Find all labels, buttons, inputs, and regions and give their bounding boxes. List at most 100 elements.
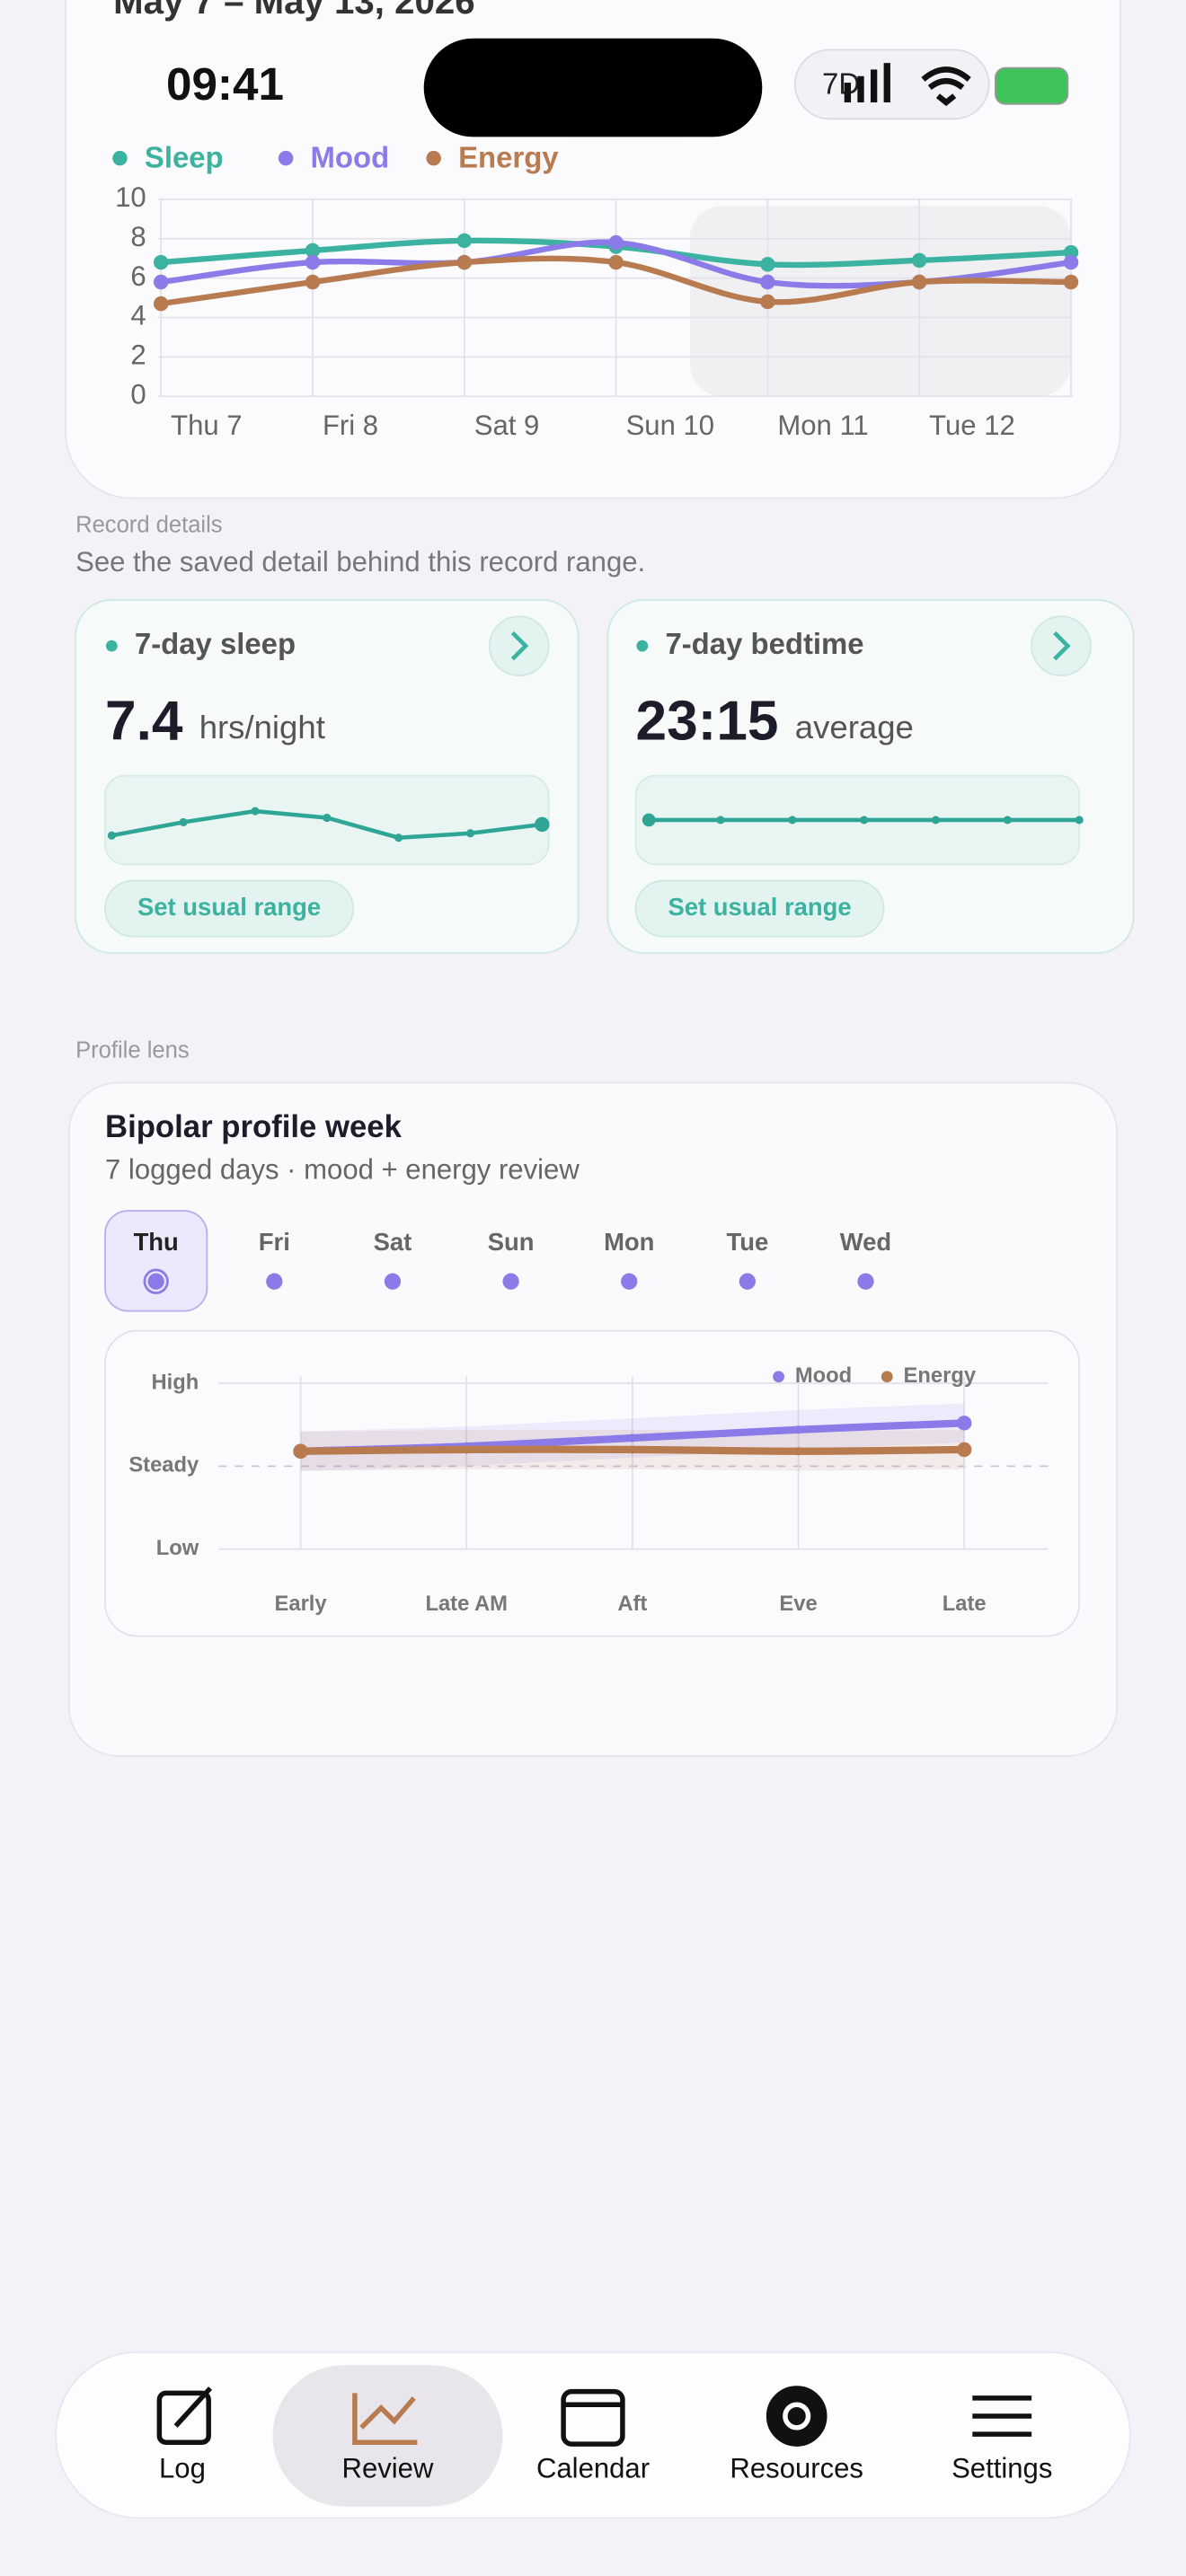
day-dot [502, 1273, 519, 1290]
day-dot [857, 1273, 874, 1290]
tab-label[interactable]: Resources [730, 2453, 863, 2484]
x-tick-label: Sat 9 [474, 410, 540, 441]
section-label: Profile lens [75, 1037, 190, 1063]
flat-dot [931, 816, 941, 825]
tab-label[interactable]: Calendar [536, 2453, 650, 2484]
spark-point [465, 829, 475, 838]
section-subtitle: See the saved detail behind this record … [75, 546, 645, 578]
section-label: Record details [75, 512, 223, 537]
point [305, 274, 321, 290]
x-tick-label: Early [275, 1592, 328, 1616]
tab-bar [55, 2351, 1131, 2519]
tab-active[interactable] [272, 2365, 503, 2507]
card-title: 7-day bedtime [665, 627, 863, 660]
status-badge: 7D [822, 66, 860, 100]
point [153, 254, 169, 270]
y-tick-label: 6 [130, 260, 146, 292]
legend-dot [773, 1371, 784, 1383]
y-tick-label: 2 [130, 340, 146, 371]
spark-point [323, 813, 332, 823]
range-title: May 7 – May 13, 2026 [113, 0, 474, 22]
point [608, 254, 624, 270]
range-button-label: Set usual range [137, 893, 321, 921]
point [911, 252, 927, 269]
chevron-icon [1053, 631, 1071, 661]
tab-label[interactable]: Log [159, 2453, 206, 2484]
day-ring [143, 1268, 169, 1294]
day-label[interactable]: Sat [374, 1228, 412, 1256]
signal-icon [844, 63, 890, 102]
point [628, 1445, 637, 1454]
point [760, 257, 775, 272]
day-label[interactable]: Tue [727, 1228, 769, 1256]
flat-dot [642, 813, 656, 827]
day-label[interactable]: Sun [488, 1228, 535, 1256]
card-chevron[interactable] [488, 615, 550, 676]
day-dot [621, 1273, 638, 1290]
legend-label: Sleep [145, 141, 224, 174]
legend-label: Mood [795, 1363, 852, 1388]
profile-subtitle: 7 logged days · mood + energy review [105, 1153, 580, 1185]
range-button[interactable] [634, 879, 885, 938]
x-tick-label: Tue 12 [929, 410, 1015, 441]
wifi-icon [921, 66, 971, 107]
card-unit: hrs/night [199, 709, 325, 745]
flat-dot [788, 816, 797, 825]
tab-label[interactable]: Settings [951, 2453, 1052, 2484]
card-title: 7-day sleep [135, 627, 296, 660]
flat-dot [1003, 816, 1012, 825]
x-tick-label: Aft [617, 1592, 647, 1616]
tab-label[interactable]: Review [342, 2453, 434, 2484]
x-tick-label: Late [943, 1592, 987, 1616]
x-tick-label: Thu 7 [171, 410, 242, 441]
legend-dot [112, 150, 128, 166]
point [153, 274, 169, 290]
flat-dot [860, 816, 869, 825]
card-dot [105, 640, 118, 652]
spark-point [251, 807, 260, 816]
day-label[interactable]: Wed [840, 1228, 891, 1256]
flat-dot [1075, 816, 1084, 825]
point [1063, 254, 1079, 270]
range-button[interactable] [104, 879, 354, 938]
day-label[interactable]: Fri [259, 1228, 290, 1256]
profile-chart-box [104, 1329, 1081, 1637]
status-pill [793, 49, 990, 120]
flat-dot [716, 816, 725, 825]
x-tick-label: Sun 10 [626, 410, 715, 441]
spark-point [107, 831, 116, 840]
y-tick-label: Steady [128, 1453, 199, 1478]
y-tick-label: Low [156, 1536, 199, 1560]
x-tick-label: Eve [779, 1592, 817, 1616]
legend-dot [426, 150, 441, 166]
x-tick-label: Late AM [425, 1592, 508, 1616]
profile-title: Bipolar profile week [105, 1110, 403, 1144]
spark-point [535, 816, 550, 833]
tab-icons [156, 2386, 1032, 2447]
day-chip-selected[interactable] [104, 1210, 208, 1312]
legend-dot [278, 150, 294, 166]
day-label[interactable]: Mon [604, 1228, 654, 1256]
point [793, 1425, 803, 1434]
point [1063, 274, 1079, 290]
chart-shade [689, 206, 1072, 397]
day-dot [739, 1273, 756, 1290]
y-tick-label: 10 [115, 181, 146, 213]
dynamic-island [423, 38, 763, 137]
x-tick-label: Fri 8 [323, 410, 378, 441]
point [305, 243, 321, 259]
battery-icon [995, 66, 1069, 105]
card-value: 23:15 [636, 690, 779, 752]
point [305, 254, 321, 270]
spark-point [394, 834, 403, 842]
card-chevron[interactable] [1031, 615, 1092, 676]
day-dot [384, 1273, 402, 1290]
day-label[interactable]: Thu [134, 1228, 179, 1256]
point [608, 234, 624, 251]
point [293, 1443, 308, 1459]
spark-point [179, 817, 188, 826]
y-tick-label: High [151, 1370, 199, 1394]
point [153, 296, 169, 312]
